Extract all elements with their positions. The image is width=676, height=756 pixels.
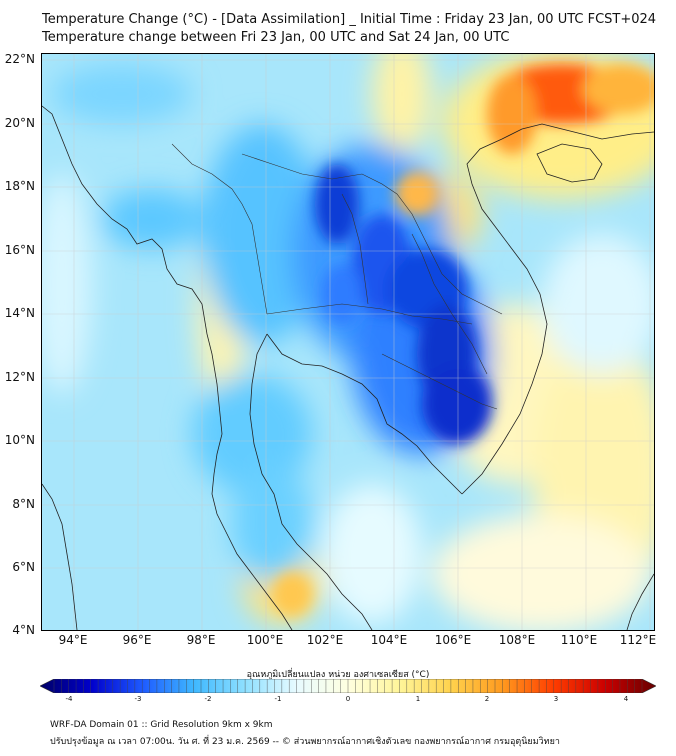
coastlines xyxy=(42,105,654,630)
lon-label-98e: 98°E xyxy=(186,633,216,647)
lon-label-106e: 106°E xyxy=(434,633,472,647)
update-info: ปรับปรุงข้อมูล ณ เวลา 07:00น. วัน ศ. ที่… xyxy=(50,737,560,747)
colorbar-ticks xyxy=(53,679,643,693)
colorbar-label-minus2: -2 xyxy=(204,695,212,703)
temperature-extremes xyxy=(272,64,654,616)
lon-label-108e: 108°E xyxy=(498,633,536,647)
colorbar-label-minus3: -3 xyxy=(134,695,142,703)
map-subtitle: Temperature change between Fri 23 Jan, 0… xyxy=(42,30,510,45)
lon-label-94e: 94°E xyxy=(58,633,88,647)
lat-label-14n: 14°N xyxy=(4,306,35,320)
lat-label-4n: 4°N xyxy=(12,623,35,637)
lon-label-110e: 110°E xyxy=(560,633,598,647)
temperature-change-map xyxy=(41,53,655,631)
colorbar xyxy=(40,679,656,693)
lat-label-22n: 22°N xyxy=(4,52,35,66)
colorbar-label-3: 3 xyxy=(553,695,559,703)
map-canvas xyxy=(42,54,654,630)
lat-label-20n: 20°N xyxy=(4,116,35,130)
lon-label-100e: 100°E xyxy=(246,633,284,647)
lat-label-16n: 16°N xyxy=(4,243,35,257)
colorbar-label-0: 0 xyxy=(345,695,351,703)
lon-label-112e: 112°E xyxy=(619,633,657,647)
colorbar-title: อุณหภูมิเปลี่ยนแปลง หน่วย องศาเซลเซียส (… xyxy=(246,670,430,680)
lon-label-104e: 104°E xyxy=(370,633,408,647)
lon-label-102e: 102°E xyxy=(306,633,344,647)
lat-label-12n: 12°N xyxy=(4,370,35,384)
lat-label-8n: 8°N xyxy=(12,497,35,511)
lon-label-96e: 96°E xyxy=(122,633,152,647)
colorbar-label-minus1: -1 xyxy=(274,695,282,703)
graticule xyxy=(42,54,654,630)
lat-label-10n: 10°N xyxy=(4,433,35,447)
map-title: Temperature Change (°C) - [Data Assimila… xyxy=(42,12,657,27)
lat-label-18n: 18°N xyxy=(4,179,35,193)
colorbar-label-minus4: -4 xyxy=(65,695,73,703)
colorbar-label-4: 4 xyxy=(623,695,629,703)
lat-label-6n: 6°N xyxy=(12,560,35,574)
borders xyxy=(171,143,503,410)
colorbar-label-2: 2 xyxy=(484,695,490,703)
model-info: WRF-DA Domain 01 :: Grid Resolution 9km … xyxy=(50,720,273,730)
colorbar-label-1: 1 xyxy=(415,695,421,703)
